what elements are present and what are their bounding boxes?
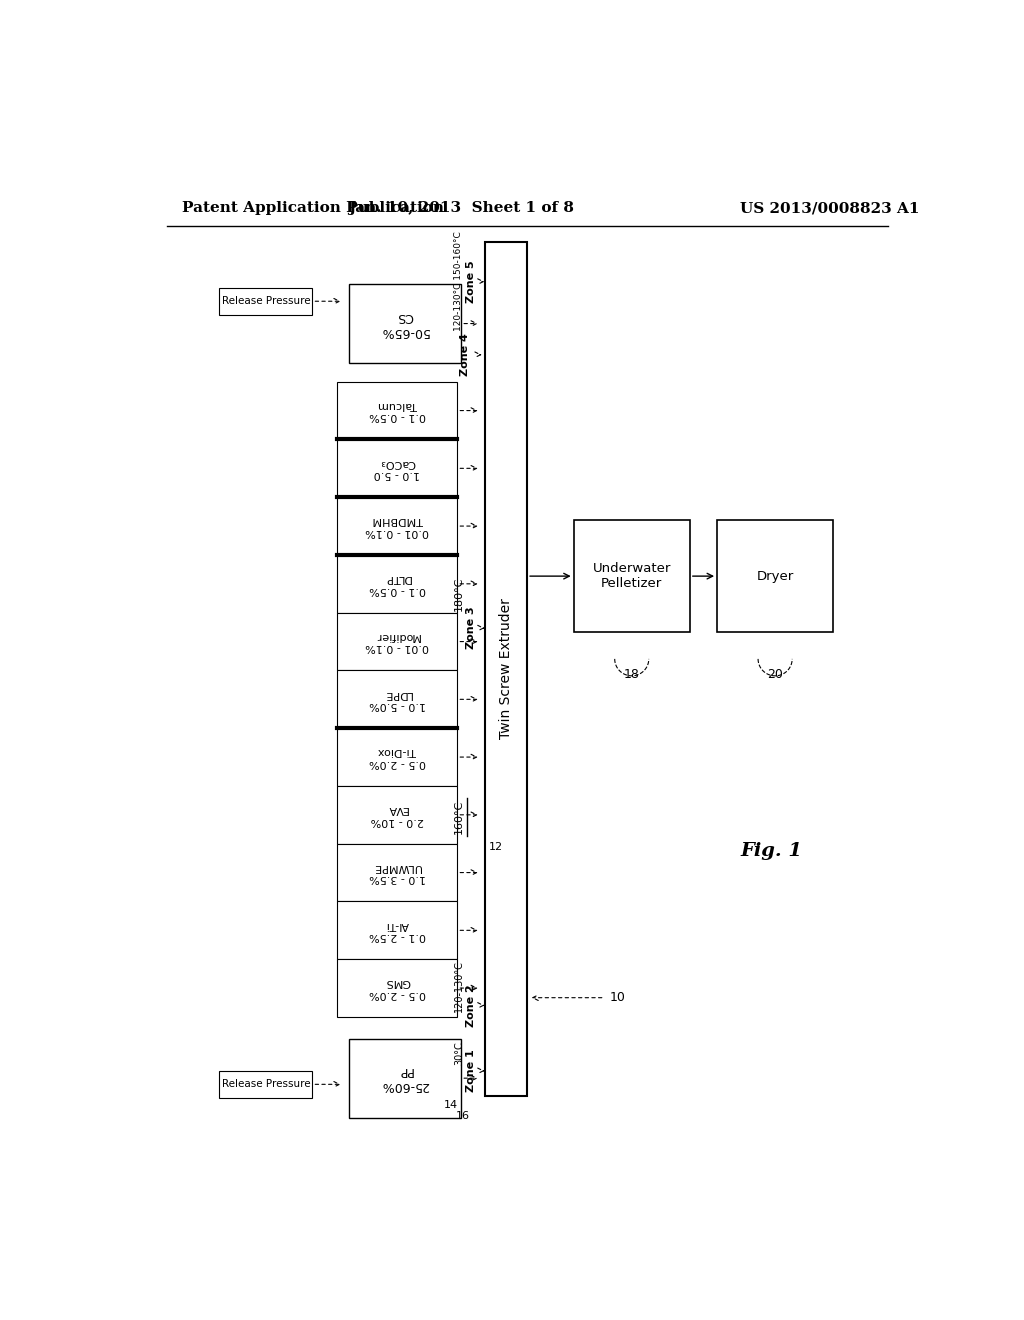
Text: Zone 5: Zone 5 xyxy=(466,260,476,302)
Bar xyxy=(573,520,690,632)
Text: 160°C: 160°C xyxy=(454,800,464,834)
Text: 50-65%
CS: 50-65% CS xyxy=(381,310,429,338)
Bar xyxy=(337,612,458,671)
Text: 0.01 - 0.1%
Modifier: 0.01 - 0.1% Modifier xyxy=(366,631,429,652)
Text: 0.1 - 0.5%
Talcum: 0.1 - 0.5% Talcum xyxy=(369,400,426,421)
Bar xyxy=(717,520,834,632)
Bar xyxy=(337,671,458,729)
Text: Twin Screw Extruder: Twin Screw Extruder xyxy=(499,598,513,739)
Bar xyxy=(337,785,458,843)
Bar xyxy=(337,902,458,960)
Text: 0.01 - 0.1%
TMDBHM: 0.01 - 0.1% TMDBHM xyxy=(366,515,429,537)
Text: Fig. 1: Fig. 1 xyxy=(740,842,802,861)
Text: 12: 12 xyxy=(488,842,503,853)
Text: Zone 2: Zone 2 xyxy=(466,983,476,1027)
Bar xyxy=(337,554,458,612)
Text: 20: 20 xyxy=(767,668,783,681)
Text: 180°C: 180°C xyxy=(454,577,464,611)
Text: 2.0 - 10%
EVA: 2.0 - 10% EVA xyxy=(371,804,424,825)
Text: Release Pressure: Release Pressure xyxy=(221,296,310,306)
Bar xyxy=(337,729,458,785)
Text: 30°C: 30°C xyxy=(454,1041,464,1065)
Bar xyxy=(337,960,458,1016)
Bar xyxy=(219,288,312,314)
Bar xyxy=(337,843,458,902)
Text: 1.0 - 5.0
CaCO₃: 1.0 - 5.0 CaCO₃ xyxy=(374,458,421,479)
Text: 0.1 - 2.5%
Al-Ti: 0.1 - 2.5% Al-Ti xyxy=(369,920,426,941)
Text: 1.0 - 5.0%
LDPE: 1.0 - 5.0% LDPE xyxy=(369,689,426,710)
Text: Underwater
Pelletizer: Underwater Pelletizer xyxy=(593,562,671,590)
Text: 120-130°C: 120-130°C xyxy=(454,960,464,1012)
Bar xyxy=(337,498,458,554)
Bar xyxy=(337,440,458,498)
Text: 10: 10 xyxy=(610,991,626,1005)
Text: 0.5 - 2.0%
Ti-Diox: 0.5 - 2.0% Ti-Diox xyxy=(369,746,426,768)
Bar xyxy=(349,284,461,363)
Text: Jan. 10, 2013  Sheet 1 of 8: Jan. 10, 2013 Sheet 1 of 8 xyxy=(348,202,574,215)
Text: Release Pressure: Release Pressure xyxy=(221,1080,310,1089)
Text: 1.0 - 3.5%
ULWMPE: 1.0 - 3.5% ULWMPE xyxy=(369,862,426,883)
Text: Dryer: Dryer xyxy=(757,570,794,582)
Text: 14: 14 xyxy=(444,1101,458,1110)
Text: Zone 3: Zone 3 xyxy=(466,607,476,649)
Text: 16: 16 xyxy=(456,1110,470,1121)
Text: US 2013/0008823 A1: US 2013/0008823 A1 xyxy=(740,202,920,215)
Bar xyxy=(349,1039,461,1118)
Text: Patent Application Publication: Patent Application Publication xyxy=(182,202,444,215)
Text: Zone 4: Zone 4 xyxy=(460,334,470,376)
Text: 0.1 - 0.5%
DLTP: 0.1 - 0.5% DLTP xyxy=(369,573,426,594)
Bar xyxy=(337,381,458,440)
Bar xyxy=(219,1071,312,1098)
Text: Zone 1: Zone 1 xyxy=(466,1049,476,1092)
Text: 120-130°C 150-160°C: 120-130°C 150-160°C xyxy=(455,232,464,331)
Text: 18: 18 xyxy=(624,668,640,681)
Text: 0.5 - 2.0%
GMS: 0.5 - 2.0% GMS xyxy=(369,977,426,999)
Bar xyxy=(484,242,527,1096)
Text: 25-60%
PP: 25-60% PP xyxy=(381,1064,429,1092)
